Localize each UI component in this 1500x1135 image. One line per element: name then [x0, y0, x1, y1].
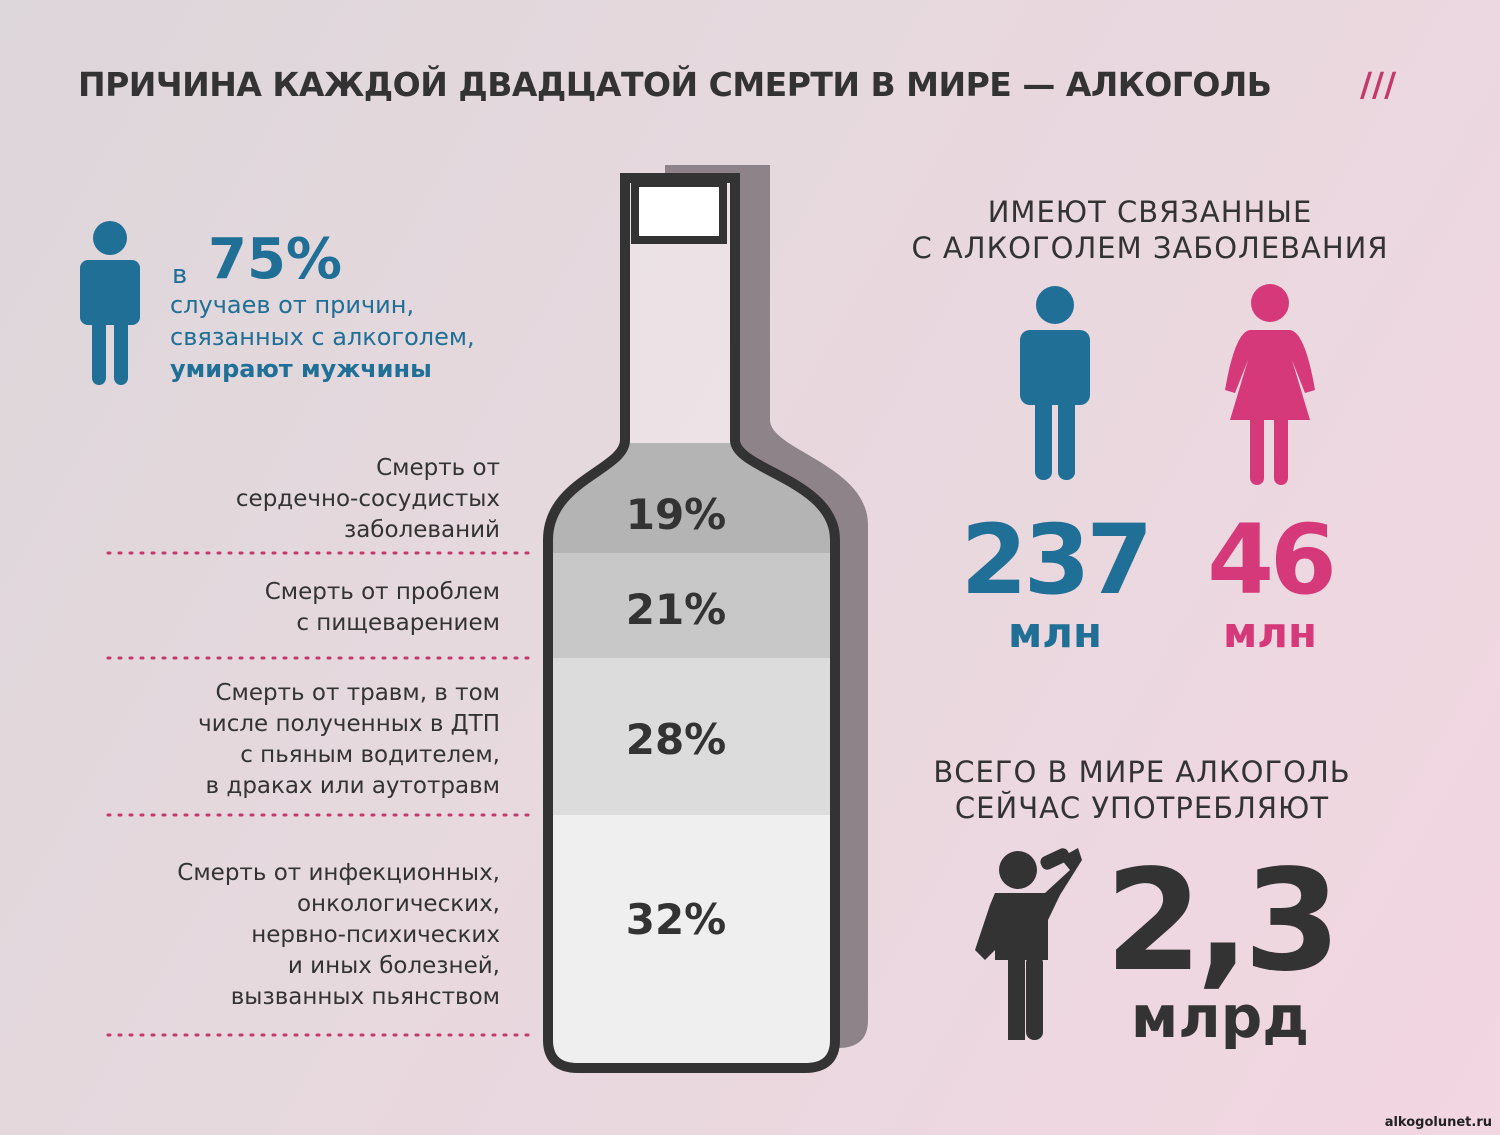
men-share: 75% — [208, 227, 343, 292]
unit: млрд — [1130, 983, 1310, 1051]
prefix: в — [172, 260, 188, 290]
title-mark: /// — [1360, 65, 1397, 104]
share-label: 28% — [625, 715, 727, 764]
share-label: 19% — [625, 490, 727, 539]
bottle-cap — [631, 179, 727, 244]
drinker-icon — [975, 848, 1082, 1040]
unit: млн — [1222, 608, 1318, 657]
cause-label: Смерть от — [376, 455, 500, 481]
unit: млн — [1007, 608, 1103, 657]
cause-label: числе полученных в ДТП — [198, 711, 500, 737]
segment — [548, 553, 835, 658]
women-count: 46 — [1207, 504, 1337, 616]
bottle-outline — [543, 173, 840, 1073]
men-count: 237 — [960, 504, 1153, 616]
cause-label: с пищеварением — [296, 610, 500, 636]
segment — [548, 658, 835, 815]
watermark: alkogolunet.ru — [1384, 1115, 1492, 1130]
cause-label: нервно-психических — [251, 922, 500, 948]
cause-label: Смерть от проблем — [264, 579, 500, 605]
emphasis: умирают мужчины — [170, 355, 432, 383]
cause-label: Смерть от травм, в том — [215, 680, 500, 706]
heading: ИМЕЮТ СВЯЗАННЫЕ — [987, 195, 1313, 229]
cause-label: сердечно-сосудистых — [235, 486, 500, 512]
cause-label: в драках или аутотравм — [205, 773, 500, 799]
cause-label: с пьяным водителем, — [240, 742, 500, 768]
drinkers-count: 2,3 — [1104, 840, 1341, 1003]
cause-label: онкологических, — [296, 891, 500, 917]
cause-label: вызванных пьянством — [230, 984, 500, 1010]
share-label: 32% — [625, 895, 727, 944]
cause-label: Смерть от инфекционных, — [177, 860, 500, 886]
cause-label: заболеваний — [343, 517, 500, 543]
text-line: связанных с алкоголем, — [170, 323, 475, 351]
share-label: 21% — [625, 585, 727, 634]
title: ПРИЧИНА КАЖДОЙ ДВАДЦАТОЙ СМЕРТИ В МИРЕ —… — [78, 65, 1272, 104]
woman-icon — [1225, 284, 1315, 485]
dividers — [106, 551, 532, 1037]
man-icon — [80, 221, 140, 385]
segment — [548, 815, 835, 1068]
heading: СЕЙЧАС УПОТРЕБЛЯЮТ — [954, 791, 1330, 825]
heading: ВСЕГО В МИРЕ АЛКОГОЛЬ — [933, 755, 1351, 789]
cause-label: и иных болезней, — [287, 953, 500, 979]
man-icon — [1020, 286, 1090, 480]
heading: С АЛКОГОЛЕМ ЗАБОЛЕВАНИЯ — [911, 231, 1389, 265]
text-line: случаев от причин, — [170, 291, 415, 319]
